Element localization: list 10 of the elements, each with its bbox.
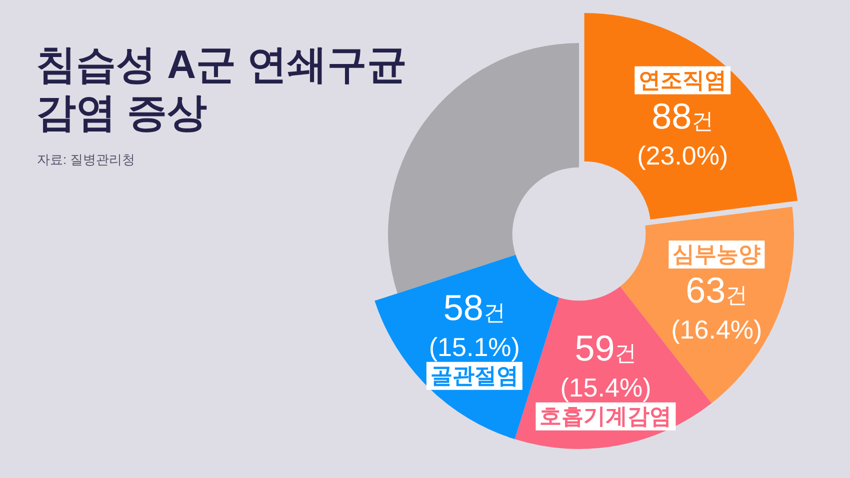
slice-label: 연조직염: [638, 67, 727, 92]
slice-label: 심부농양: [672, 242, 761, 267]
data-label: 88건 (23.0%): [637, 95, 728, 170]
slice-label: 골관절염: [430, 362, 518, 388]
text: 침습성 A군 연쇄구균 감염 증상: [36, 43, 408, 135]
data-label: 58건 (15.1%): [428, 286, 520, 362]
slice-label: 호흡기계감염: [540, 403, 672, 428]
data-label: 59건 (15.4%): [560, 327, 652, 402]
text: 자료: 질병관리청: [37, 152, 136, 167]
data-label: 63건 (16.4%): [671, 270, 762, 345]
